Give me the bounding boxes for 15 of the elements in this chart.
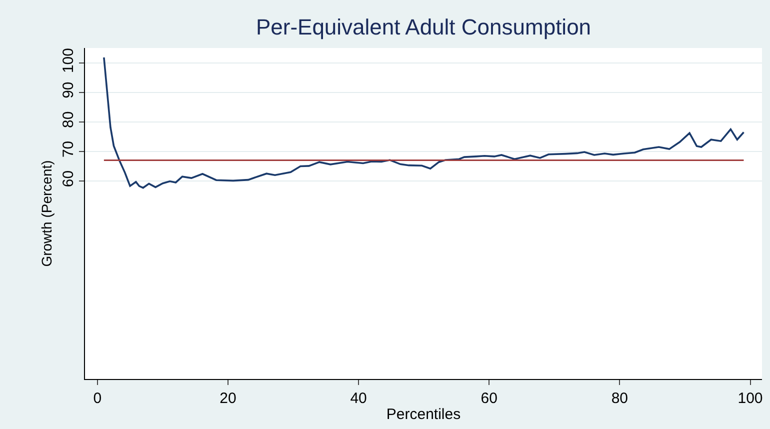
x-tick-label: 20: [220, 390, 236, 407]
chart-title: Per-Equivalent Adult Consumption: [256, 14, 592, 40]
x-axis-title: Percentiles: [386, 406, 461, 423]
x-tick-label: 80: [611, 390, 628, 407]
y-tick-label: 90: [60, 82, 77, 98]
y-tick-label: 60: [60, 170, 77, 188]
y-tick-label: 70: [60, 140, 77, 158]
x-tick-label: 0: [93, 390, 102, 407]
x-tick-label: 100: [738, 390, 763, 407]
x-tick-label: 40: [350, 390, 367, 407]
y-tick-label: 80: [60, 111, 77, 128]
x-tick-label: 60: [480, 390, 498, 407]
y-tick-label: 100: [60, 48, 77, 74]
y-axis-title: Growth (Percent): [38, 160, 55, 267]
line-series: [103, 56, 745, 189]
